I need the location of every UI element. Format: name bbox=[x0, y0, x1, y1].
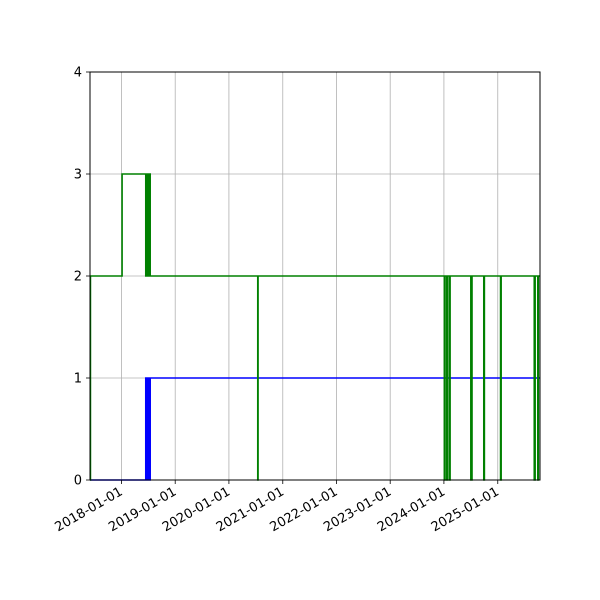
y-tick-label: 2 bbox=[74, 270, 82, 285]
series-line-1 bbox=[90, 377, 540, 481]
series-line-2 bbox=[89, 173, 540, 481]
y-tick-label: 4 bbox=[74, 66, 82, 81]
y-axis: 0 1 2 3 4 bbox=[74, 66, 90, 489]
y-tick-label: 3 bbox=[74, 168, 82, 183]
y-tick-label: 0 bbox=[74, 474, 82, 489]
series-group bbox=[89, 173, 540, 481]
y-tick-label: 1 bbox=[74, 372, 82, 387]
